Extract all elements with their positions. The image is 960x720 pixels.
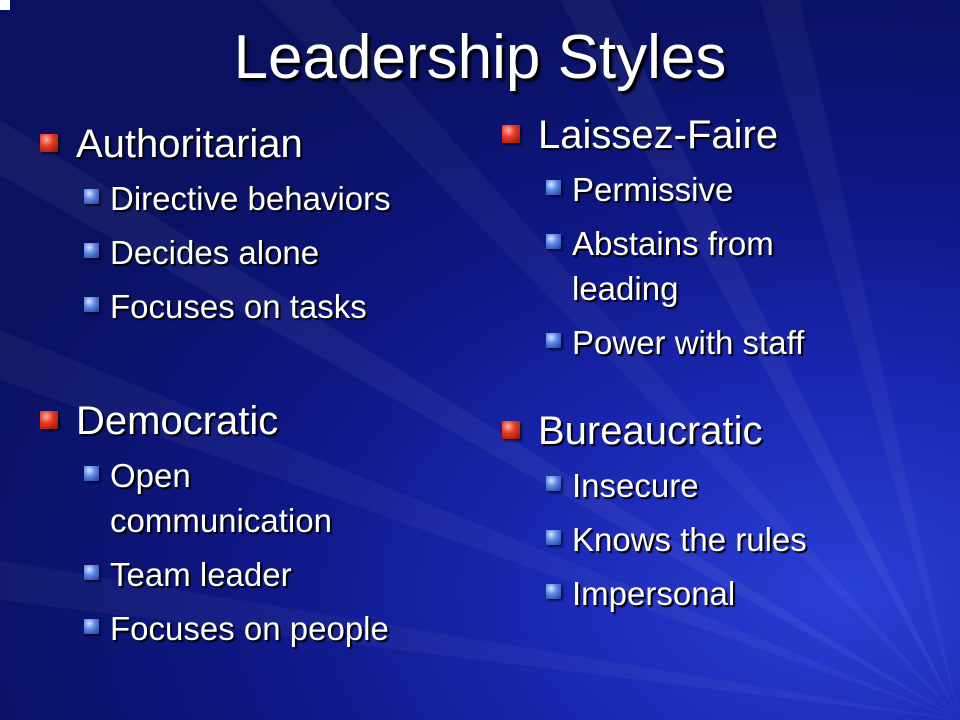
list-item-label: Decides alone: [110, 234, 320, 271]
section-heading: Bureaucratic: [502, 409, 922, 453]
blue-square-bullet-icon: [546, 180, 561, 195]
list-item: Focuses on tasks: [84, 284, 460, 329]
section-heading-label: Authoritarian: [76, 122, 303, 166]
list-item: Insecure: [546, 463, 922, 508]
list-item: Directive behaviors: [84, 176, 460, 221]
list-item: Open communication: [84, 453, 400, 543]
blue-square-bullet-icon: [84, 565, 99, 580]
list-item-label: Open communication: [110, 457, 332, 539]
blue-square-bullet-icon: [546, 476, 561, 491]
red-square-bullet-icon: [40, 134, 58, 152]
list-item-label: Focuses on people: [110, 610, 389, 647]
blue-square-bullet-icon: [546, 530, 561, 545]
list-item-label: Directive behaviors: [110, 180, 391, 217]
section-heading: Laissez-Faire: [502, 113, 922, 157]
list-item: Knows the rules: [546, 517, 922, 562]
list-item: Permissive: [546, 167, 922, 212]
list-item-label: Team leader: [110, 556, 292, 593]
section-heading: Democratic: [40, 399, 460, 443]
list-item-label: Knows the rules: [572, 521, 807, 558]
sub-list: Permissive Abstains from leading Power w…: [546, 167, 922, 365]
section-heading-label: Laissez-Faire: [538, 113, 779, 157]
list-item-label: Power with staff: [572, 324, 805, 361]
section-heading: Authoritarian: [40, 122, 460, 166]
blue-square-bullet-icon: [546, 333, 561, 348]
section-laissez-faire: Laissez-Faire Permissive Abstains from l…: [502, 113, 922, 374]
blue-square-bullet-icon: [546, 584, 561, 599]
blue-square-bullet-icon: [84, 619, 99, 634]
slide-title: Leadership Styles: [233, 23, 727, 92]
list-item: Team leader: [84, 552, 460, 597]
list-item-label: Impersonal: [572, 575, 736, 612]
red-square-bullet-icon: [40, 411, 58, 429]
section-authoritarian: Authoritarian Directive behaviors Decide…: [40, 122, 460, 338]
sub-list: Directive behaviors Decides alone Focuse…: [84, 176, 460, 329]
section-heading-label: Democratic: [76, 399, 279, 443]
section-heading-label: Bureaucratic: [538, 409, 763, 453]
list-item: Power with staff: [546, 320, 922, 365]
list-item: Decides alone: [84, 230, 460, 275]
list-item: Impersonal: [546, 571, 922, 616]
blue-square-bullet-icon: [84, 189, 99, 204]
red-square-bullet-icon: [502, 125, 520, 143]
list-item: Focuses on people: [84, 606, 460, 651]
blue-square-bullet-icon: [84, 466, 99, 481]
list-item: Abstains from leading: [546, 221, 862, 311]
list-item-label: Permissive: [572, 171, 734, 208]
section-democratic: Democratic Open communication Team leade…: [40, 399, 460, 660]
blue-square-bullet-icon: [84, 297, 99, 312]
sub-list: Insecure Knows the rules Impersonal: [546, 463, 922, 616]
red-square-bullet-icon: [502, 421, 520, 439]
blue-square-bullet-icon: [84, 243, 99, 258]
corner-marker: [0, 0, 10, 10]
section-bureaucratic: Bureaucratic Insecure Knows the rules Im…: [502, 409, 922, 625]
sub-list: Open communication Team leader Focuses o…: [84, 453, 460, 651]
list-item-label: Focuses on tasks: [110, 288, 367, 325]
list-item-label: Abstains from leading: [572, 225, 774, 307]
blue-square-bullet-icon: [546, 234, 561, 249]
list-item-label: Insecure: [572, 467, 699, 504]
